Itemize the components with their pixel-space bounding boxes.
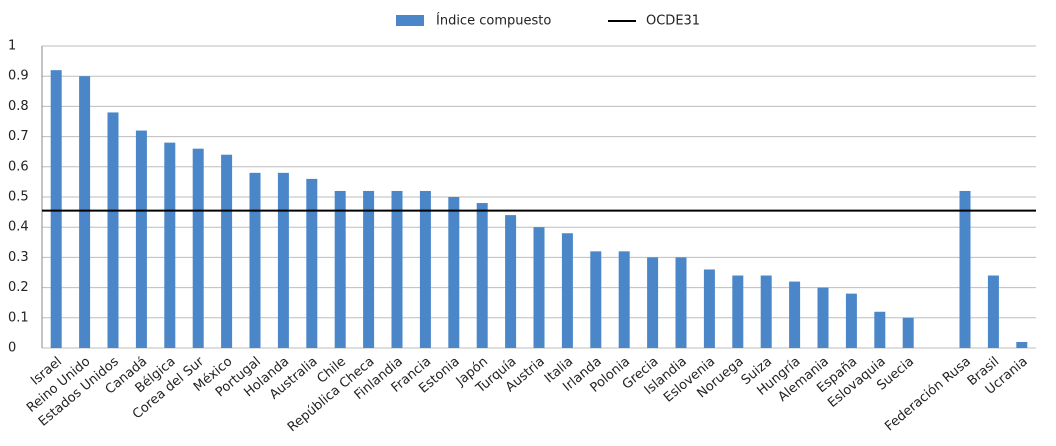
- y-tick-label: 0.2: [8, 280, 29, 295]
- bar: [703, 269, 715, 348]
- bar: [221, 154, 233, 348]
- bar: [760, 275, 772, 348]
- bar: [561, 233, 573, 348]
- y-tick-label: 0.4: [8, 220, 29, 235]
- bar: [448, 197, 460, 348]
- bar: [845, 293, 857, 348]
- bar: [647, 257, 659, 348]
- bar: [476, 203, 488, 348]
- bar: [391, 190, 403, 348]
- bar: [1016, 341, 1028, 348]
- bar: [135, 130, 147, 348]
- bar: [306, 178, 318, 348]
- bar: [79, 76, 91, 348]
- bar: [902, 317, 914, 348]
- bar: [789, 281, 801, 348]
- y-tick-label: 0.3: [8, 250, 29, 265]
- bar: [192, 148, 204, 348]
- bar: [334, 190, 346, 348]
- y-tick-label: 0.1: [8, 310, 29, 325]
- bar: [107, 112, 119, 348]
- y-tick-label: 0.6: [8, 159, 29, 174]
- bar: [817, 287, 829, 348]
- y-tick-label: 0.8: [8, 99, 29, 114]
- bar: [363, 190, 375, 348]
- bar: [505, 215, 517, 348]
- bar: [874, 311, 886, 348]
- bar: [590, 251, 602, 348]
- legend-label: OCDE31: [646, 14, 700, 29]
- bar: [249, 172, 261, 348]
- y-tick-label: 0: [8, 341, 16, 356]
- y-tick-label: 1: [8, 39, 16, 54]
- legend-swatch: [396, 15, 424, 26]
- bar: [618, 251, 630, 348]
- legend-label: Índice compuesto: [436, 13, 551, 29]
- bar: [732, 275, 744, 348]
- bar: [277, 172, 289, 348]
- bar: [50, 70, 62, 348]
- bar: [419, 190, 431, 348]
- bar: [164, 142, 176, 348]
- y-tick-label: 0.7: [8, 129, 29, 144]
- bar: [987, 275, 999, 348]
- bar: [675, 257, 687, 348]
- y-tick-label: 0.5: [8, 190, 29, 205]
- y-tick-label: 0.9: [8, 69, 29, 84]
- bar: [533, 227, 545, 348]
- bar: [959, 190, 971, 348]
